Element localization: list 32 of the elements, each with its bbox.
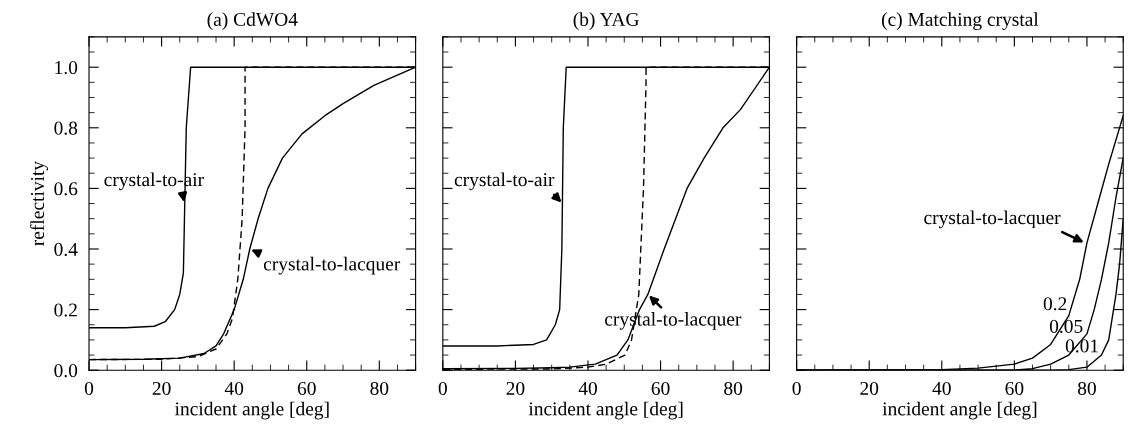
x-axis-title: incident angle [deg]: [528, 401, 683, 420]
y-tick-label: 0.2: [54, 303, 77, 317]
x-axis-title: incident angle [deg]: [174, 401, 329, 420]
x-tick-label: 80: [370, 381, 389, 395]
x-tick-label: 20: [506, 381, 525, 395]
x-tick-label: 40: [932, 381, 951, 395]
x-tick-label: 40: [578, 381, 597, 395]
annotation: crystal-to-air: [454, 172, 555, 191]
chart-title: (a) CdWO4: [207, 12, 298, 30]
y-tick-label: 0.4: [54, 242, 78, 257]
annotation: 0.2: [1043, 297, 1067, 311]
y-tick-label: 0.8: [54, 121, 78, 135]
x-tick-label: 0: [792, 381, 801, 395]
x-tick-label: 0: [438, 381, 447, 395]
y-tick-label: 0.0: [54, 364, 78, 378]
chart-title: (b) YAG: [573, 12, 639, 30]
x-tick-label: 80: [1077, 381, 1096, 395]
x-tick-label: 80: [724, 381, 743, 395]
x-tick-label: 60: [297, 381, 316, 395]
x-tick-label: 20: [152, 381, 171, 395]
x-tick-label: 20: [860, 381, 879, 395]
x-tick-label: 0: [84, 381, 94, 395]
y-tick-label: 0.6: [54, 182, 78, 196]
chart-title: (c) Matching crystal: [881, 12, 1039, 30]
y-tick-label: 1.0: [55, 61, 78, 75]
x-axis-title: incident angle [deg]: [882, 401, 1037, 420]
annotation: crystal-to-lacquer: [263, 256, 401, 275]
x-tick-label: 40: [224, 381, 244, 395]
x-tick-label: 60: [651, 381, 670, 395]
x-tick-label: 60: [1005, 381, 1024, 395]
annotation: crystal-to-lacquer: [924, 210, 1061, 229]
y-axis-title: reflectivity: [30, 160, 49, 246]
